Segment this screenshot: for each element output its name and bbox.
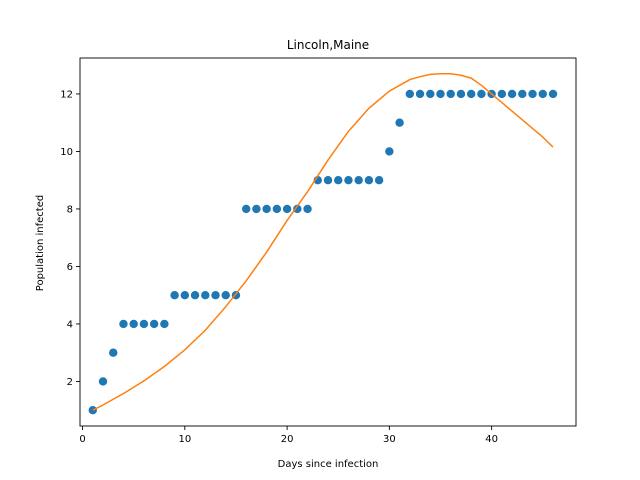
chart-title: Lincoln,Maine — [287, 38, 369, 52]
y-tick-label: 8 — [67, 204, 73, 215]
y-tick-label: 12 — [60, 89, 73, 100]
data-point — [211, 290, 220, 300]
axes-frame — [79, 57, 577, 427]
data-point — [466, 89, 476, 99]
data-point — [201, 290, 210, 300]
x-tick-label: 10 — [178, 434, 191, 445]
y-tick-label: 6 — [67, 262, 73, 273]
data-point — [98, 377, 108, 386]
data-point — [354, 175, 363, 185]
data-point — [262, 204, 271, 214]
x-tick-label: 30 — [383, 434, 396, 445]
x-axis-label: Days since infection — [278, 459, 379, 470]
x-tick-label: 20 — [281, 434, 294, 445]
fit-curve-line — [92, 73, 554, 411]
data-point — [170, 290, 179, 300]
axes: 0 10 20 30 40 2 4 6 8 10 12 — [60, 57, 577, 445]
data-point — [119, 319, 128, 329]
data-point — [221, 290, 230, 300]
data-point — [190, 290, 200, 300]
y-axis-label: Population infected — [35, 195, 46, 291]
data-point — [334, 175, 343, 185]
data-point — [323, 175, 333, 185]
x-tick-label: 0 — [79, 434, 85, 445]
plot-area — [88, 73, 558, 415]
data-point — [241, 204, 251, 214]
data-point — [293, 204, 302, 214]
data-point — [282, 204, 292, 214]
data-point — [364, 175, 374, 185]
data-point — [477, 89, 486, 99]
data-point — [149, 319, 159, 329]
data-point — [374, 175, 384, 185]
data-point — [426, 89, 435, 99]
x-tick-label: 40 — [485, 434, 498, 445]
data-point — [139, 319, 149, 329]
data-point — [507, 89, 517, 99]
data-point — [538, 89, 547, 99]
data-point — [436, 89, 445, 99]
data-point — [252, 204, 261, 214]
data-point — [518, 89, 527, 99]
data-point — [405, 89, 415, 99]
data-point — [528, 89, 537, 99]
data-point — [497, 89, 507, 99]
data-point — [272, 204, 282, 214]
data-point — [129, 319, 138, 329]
data-point — [180, 290, 190, 300]
data-point — [303, 204, 312, 214]
data-point — [160, 319, 169, 329]
data-point — [415, 89, 425, 99]
data-point — [344, 175, 353, 185]
data-point — [395, 118, 404, 127]
y-tick-label: 10 — [60, 147, 73, 158]
y-tick-label: 2 — [67, 377, 73, 388]
data-point — [109, 348, 118, 357]
data-point — [446, 89, 455, 99]
data-point — [548, 89, 558, 99]
data-point — [456, 89, 466, 99]
y-tick-label: 4 — [67, 319, 73, 330]
data-point — [385, 147, 394, 156]
